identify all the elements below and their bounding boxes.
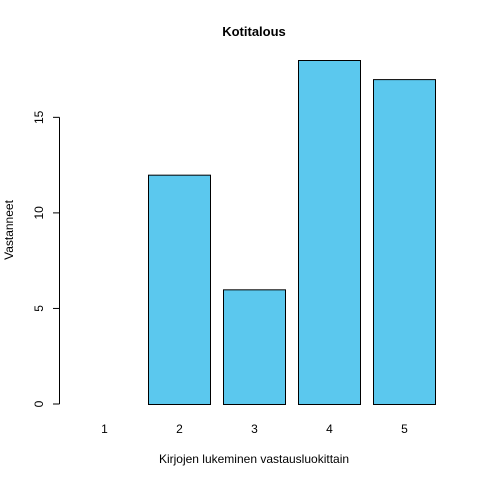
x-tick-label: 5 <box>401 422 408 436</box>
x-axis-label: Kirjojen lukeminen vastausluokittain <box>159 452 349 466</box>
x-tick-label: 1 <box>101 422 108 436</box>
x-tick-label: 4 <box>326 422 333 436</box>
y-tick-label: 5 <box>32 305 46 312</box>
y-tick-label: 0 <box>32 400 46 407</box>
y-axis: 0 5 10 15 <box>32 110 60 407</box>
y-tick-label: 15 <box>32 110 46 124</box>
bar-3 <box>223 289 286 406</box>
bars <box>148 60 436 406</box>
x-tick-label: 3 <box>251 422 258 436</box>
y-tick-label: 10 <box>32 206 46 220</box>
x-tick-labels: 1 2 3 4 5 <box>101 422 408 436</box>
bar-4 <box>298 60 361 405</box>
y-axis-label: Vastanneet <box>2 199 16 259</box>
chart-title: Kotitalous <box>222 24 286 39</box>
bar-5 <box>373 79 436 405</box>
bar-2 <box>148 174 211 405</box>
x-tick-label: 2 <box>176 422 183 436</box>
